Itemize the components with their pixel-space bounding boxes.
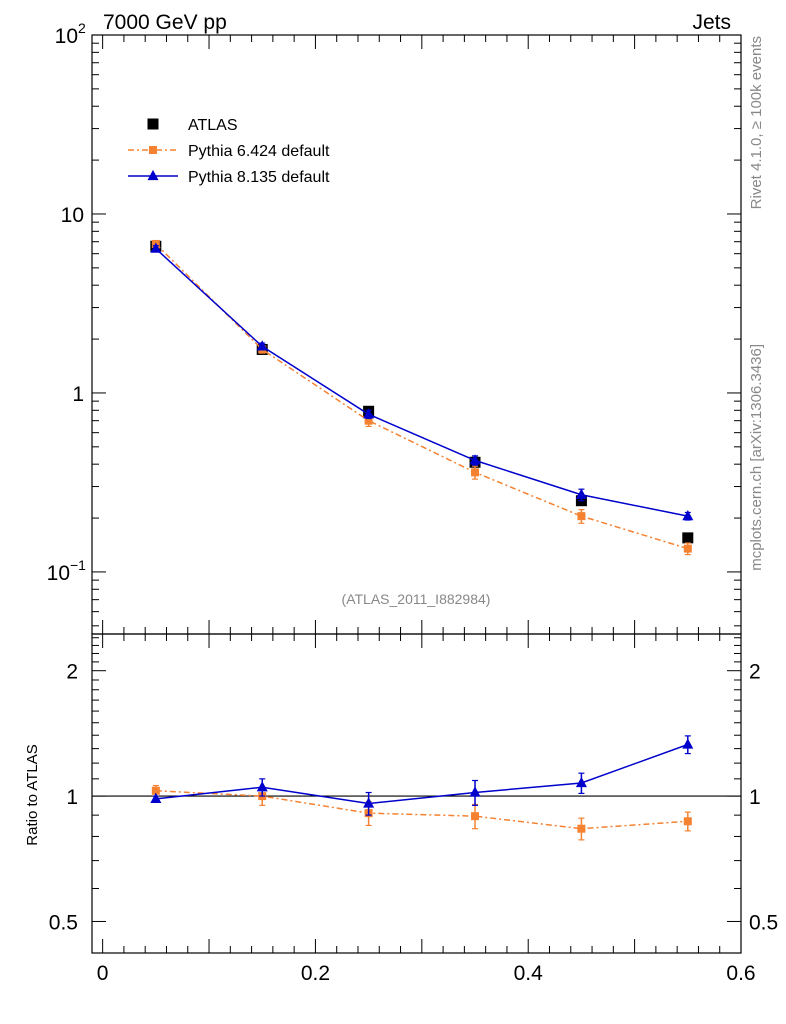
ratio-pythia8-point <box>150 792 162 803</box>
main-pythia6-point <box>683 544 692 553</box>
legend-label: Pythia 6.424 default <box>188 143 330 160</box>
ratio-pythia8-point <box>256 781 268 792</box>
ratio-pythia8-point <box>575 776 587 788</box>
ratio-pythia8-line <box>155 743 689 805</box>
ratio-pythia6-line <box>155 789 688 830</box>
main-pythia8-point <box>363 408 375 419</box>
main-pythia6-point <box>364 416 373 425</box>
ratio-y-tick-label-left: 2 <box>66 661 78 684</box>
x-tick-label: 0 <box>97 962 109 985</box>
main-plot-series <box>150 239 694 556</box>
main-pythia6-line <box>155 243 689 550</box>
header-left-title: 7000 GeV pp <box>103 11 227 34</box>
ratio-y-tick-label-left: 0.5 <box>49 911 78 934</box>
rivet-version-label: Rivet 4.1.0, ≥ 100k events <box>748 36 765 209</box>
main-y-tick-label: 10 <box>47 562 70 585</box>
main-pythia6-point <box>577 512 586 521</box>
main-atlas-point <box>682 532 694 544</box>
ratio-plot-series <box>150 735 694 841</box>
ratio-y-tick-label-right: 1 <box>749 786 761 809</box>
legend-label: ATLAS <box>188 117 238 134</box>
main-y-tick-exponent: −1 <box>70 557 86 573</box>
ratio-y-tick-label-left: 1 <box>66 786 78 809</box>
x-tick-label: 0.6 <box>726 962 755 985</box>
ratio-plot-ticks: 2 2 1 1 0.5 0.5 0 0.2 0.4 0.6 <box>49 634 778 985</box>
ratio-pythia6-point <box>683 817 692 826</box>
ratio-pythia6-point <box>577 824 586 833</box>
main-pythia8-point <box>256 340 268 351</box>
ratio-plot-frame <box>91 633 742 954</box>
main-y-tick-exponent: 2 <box>78 20 86 36</box>
main-pythia8-line <box>155 248 688 517</box>
ratio-pythia6-point <box>471 812 480 821</box>
main-pythia8-point <box>469 454 481 465</box>
x-tick-label: 0.2 <box>301 962 330 985</box>
x-tick-label: 0.4 <box>514 962 544 985</box>
main-pythia8-point <box>575 488 587 499</box>
main-y-tick-label: 10 <box>61 204 84 227</box>
legend: ATLAS Pythia 6.424 default Pythia 8.135 de… <box>128 117 330 186</box>
mcplots-label: mcplots.cern.ch [arXiv:1306.3436] <box>748 344 765 571</box>
main-y-tick-label: 10 <box>55 25 78 48</box>
header-right-title: Jets <box>692 11 731 34</box>
legend-pythia8-marker <box>147 169 159 181</box>
legend-atlas-marker <box>147 118 159 130</box>
ratio-ylabel: Ratio to ATLAS <box>24 744 41 845</box>
main-pythia8-point <box>150 242 162 253</box>
ratio-pythia8-point <box>682 738 694 749</box>
ratio-plot-border <box>91 633 742 954</box>
ratio-pythia8-point <box>469 786 481 797</box>
ratio-pythia8-point <box>363 797 375 808</box>
main-pythia8-point <box>682 509 694 521</box>
main-pythia6-point <box>471 468 480 477</box>
legend-label: Pythia 8.135 default <box>188 169 330 186</box>
ratio-y-tick-label-right: 0.5 <box>749 911 778 934</box>
legend-pythia6-marker <box>149 146 157 154</box>
ratio-pythia6-point <box>151 786 160 795</box>
ratio-y-tick-label-right: 2 <box>749 661 761 684</box>
main-y-tick-label: 1 <box>72 383 84 406</box>
analysis-tag: (ATLAS_2011_I882984) <box>342 591 491 607</box>
